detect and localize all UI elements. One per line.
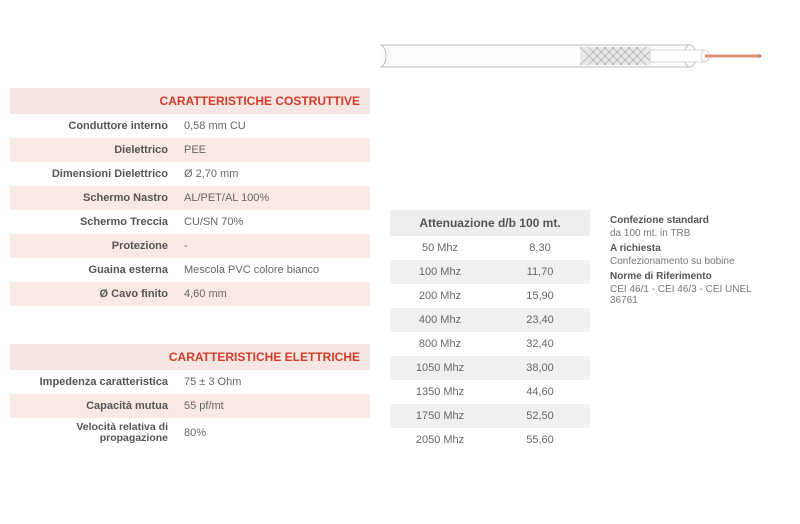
pkg-norms-label: Norme di Riferimento <box>610 271 780 282</box>
attenuation-value: 52,50 <box>490 410 590 422</box>
spec-row: Dimensioni DielettricoØ 2,70 mm <box>10 162 370 186</box>
attenuation-freq: 50 Mhz <box>390 242 490 254</box>
spec-label: Guaina esterna <box>10 264 180 276</box>
spec-value: PEE <box>180 144 370 156</box>
spec-row: Capacità mutua55 pf/mt <box>10 394 370 418</box>
attenuation-freq: 1350 Mhz <box>390 386 490 398</box>
spec-row: Impedenza caratteristica75 ± 3 Ohm <box>10 370 370 394</box>
spec-label: Dielettrico <box>10 144 180 156</box>
attenuation-freq: 2050 Mhz <box>390 434 490 446</box>
attenuation-row: 400 Mhz23,40 <box>390 308 590 332</box>
spec-row: Guaina esternaMescola PVC colore bianco <box>10 258 370 282</box>
spec-label: Velocità relativa di propagazione <box>10 422 180 444</box>
spec-value: - <box>180 240 370 252</box>
attenuation-freq: 200 Mhz <box>390 290 490 302</box>
attenuation-title: Attenuazione d/b 100 mt. <box>390 210 590 236</box>
attenuation-row: 1050 Mhz38,00 <box>390 356 590 380</box>
pkg-standard-value: da 100 mt. in TRB <box>610 228 780 239</box>
pkg-standard-label: Confezione standard <box>610 215 780 226</box>
spec-value: 75 ± 3 Ohm <box>180 376 370 388</box>
coax-cable-illustration <box>380 20 770 90</box>
pkg-norms-value: CEI 46/1 - CEI 46/3 - CEI UNEL 36761 <box>610 284 780 306</box>
spec-value: 55 pf/mt <box>180 400 370 412</box>
pkg-request-label: A richiesta <box>610 243 780 254</box>
spec-label: Dimensioni Dielettrico <box>10 168 180 180</box>
attenuation-row: 800 Mhz32,40 <box>390 332 590 356</box>
constructive-title: CARATTERISTICHE COSTRUTTIVE <box>10 88 370 114</box>
attenuation-value: 32,40 <box>490 338 590 350</box>
spec-row: Ø Cavo finito4,60 mm <box>10 282 370 306</box>
spec-value: CU/SN 70% <box>180 216 370 228</box>
spec-row: DielettricoPEE <box>10 138 370 162</box>
spec-label: Impedenza caratteristica <box>10 376 180 388</box>
spec-row: Conduttore interno0,58 mm CU <box>10 114 370 138</box>
attenuation-freq: 1050 Mhz <box>390 362 490 374</box>
spec-value: 4,60 mm <box>180 288 370 300</box>
attenuation-row: 1350 Mhz44,60 <box>390 380 590 404</box>
attenuation-row: 50 Mhz8,30 <box>390 236 590 260</box>
attenuation-value: 8,30 <box>490 242 590 254</box>
spec-label: Schermo Nastro <box>10 192 180 204</box>
attenuation-freq: 100 Mhz <box>390 266 490 278</box>
electrical-title: CARATTERISTICHE ELETTRICHE <box>10 344 370 370</box>
spec-row: Schermo TrecciaCU/SN 70% <box>10 210 370 234</box>
attenuation-freq: 800 Mhz <box>390 338 490 350</box>
attenuation-value: 38,00 <box>490 362 590 374</box>
spec-row: Velocità relativa di propagazione80% <box>10 418 370 448</box>
spec-row: Schermo NastroAL/PET/AL 100% <box>10 186 370 210</box>
spec-label: Schermo Treccia <box>10 216 180 228</box>
spec-value: 80% <box>180 427 370 439</box>
attenuation-value: 23,40 <box>490 314 590 326</box>
spec-value: Ø 2,70 mm <box>180 168 370 180</box>
attenuation-freq: 1750 Mhz <box>390 410 490 422</box>
spec-value: Mescola PVC colore bianco <box>180 264 370 276</box>
attenuation-row: 1750 Mhz52,50 <box>390 404 590 428</box>
attenuation-value: 55,60 <box>490 434 590 446</box>
pkg-request-value: Confezionamento su bobine <box>610 256 780 267</box>
attenuation-row: 200 Mhz15,90 <box>390 284 590 308</box>
attenuation-freq: 400 Mhz <box>390 314 490 326</box>
spec-value: AL/PET/AL 100% <box>180 192 370 204</box>
spec-row: Protezione- <box>10 234 370 258</box>
spec-label: Capacità mutua <box>10 400 180 412</box>
spec-label: Protezione <box>10 240 180 252</box>
attenuation-value: 15,90 <box>490 290 590 302</box>
spec-label: Ø Cavo finito <box>10 288 180 300</box>
attenuation-row: 100 Mhz11,70 <box>390 260 590 284</box>
spec-value: 0,58 mm CU <box>180 120 370 132</box>
attenuation-value: 11,70 <box>490 266 590 278</box>
specs-column: CARATTERISTICHE COSTRUTTIVE Conduttore i… <box>10 20 370 452</box>
attenuation-row: 2050 Mhz55,60 <box>390 428 590 452</box>
spec-label: Conduttore interno <box>10 120 180 132</box>
attenuation-value: 44,60 <box>490 386 590 398</box>
